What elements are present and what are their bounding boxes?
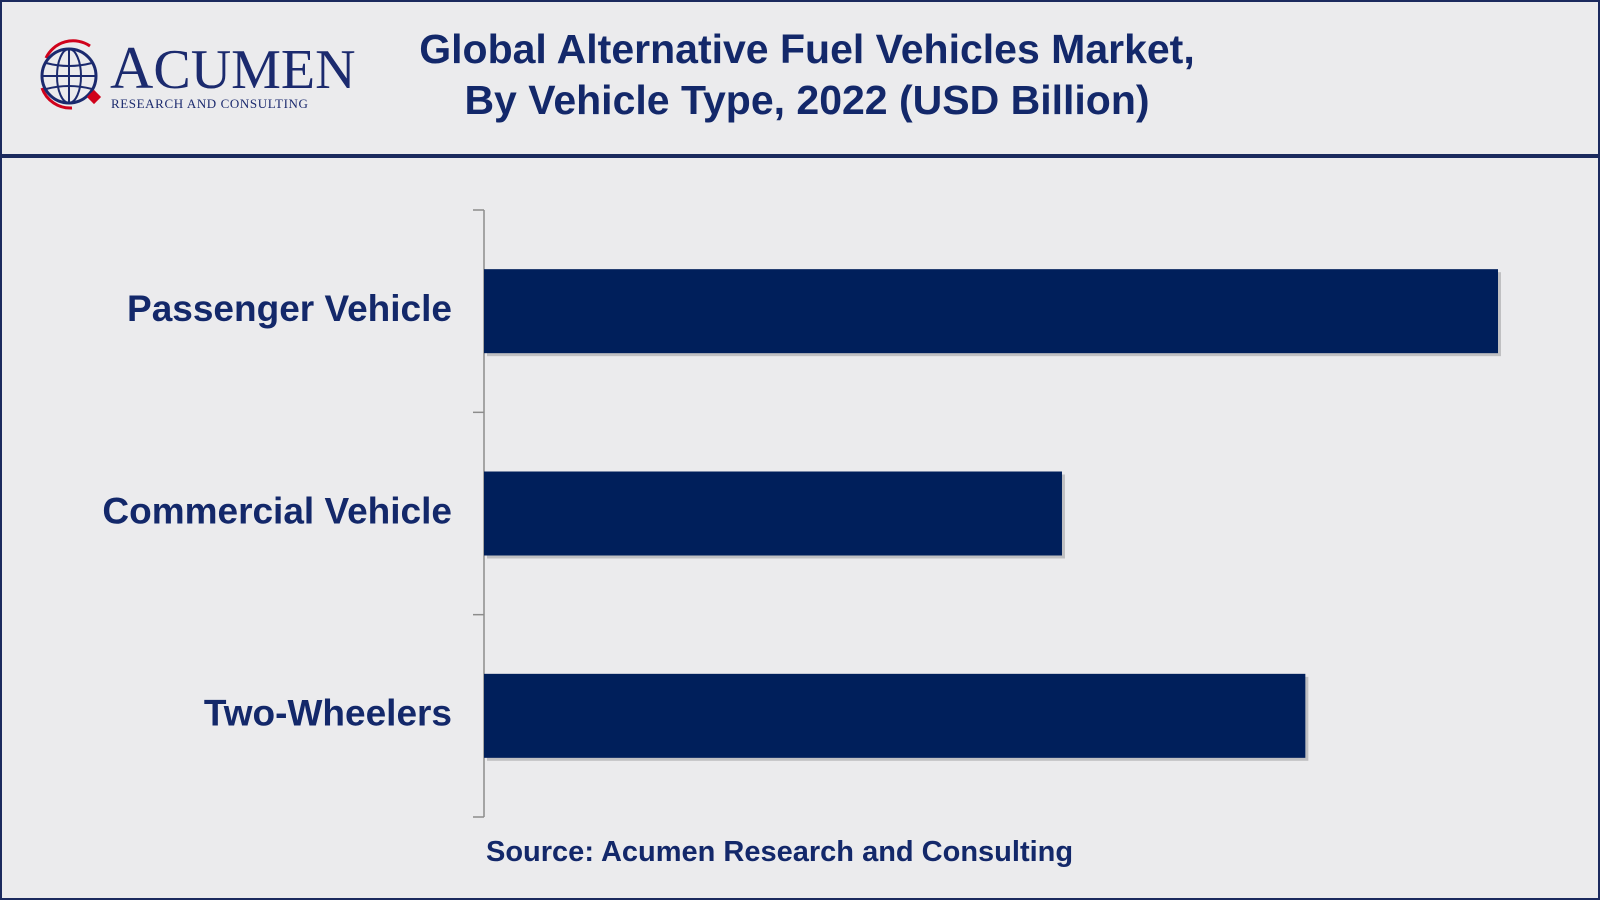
- chart-title-line-2: By Vehicle Type, 2022 (USD Billion): [464, 77, 1150, 123]
- globe-logo-icon: [40, 39, 102, 110]
- logo-subtitle: RESEARCH AND CONSULTING: [111, 96, 309, 111]
- chart-title-line-1: Global Alternative Fuel Vehicles Market,: [419, 26, 1195, 72]
- source-note: Source: Acumen Research and Consulting: [486, 836, 1074, 868]
- header: ACUMEN RESEARCH AND CONSULTING Global Al…: [2, 2, 1598, 158]
- category-label: Commercial Vehicle: [102, 490, 452, 531]
- bar-two-wheelers: [484, 673, 1306, 758]
- category-label: Passenger Vehicle: [127, 288, 452, 329]
- chart-title: Global Alternative Fuel Vehicles Market,…: [342, 24, 1272, 126]
- bar-commercial-vehicle: [484, 471, 1062, 556]
- acumen-logo: ACUMEN RESEARCH AND CONSULTING: [32, 36, 356, 116]
- logo-wordmark: ACUMEN: [110, 35, 356, 101]
- category-label: Two-Wheelers: [204, 693, 452, 734]
- bar-passenger-vehicle: [484, 269, 1498, 354]
